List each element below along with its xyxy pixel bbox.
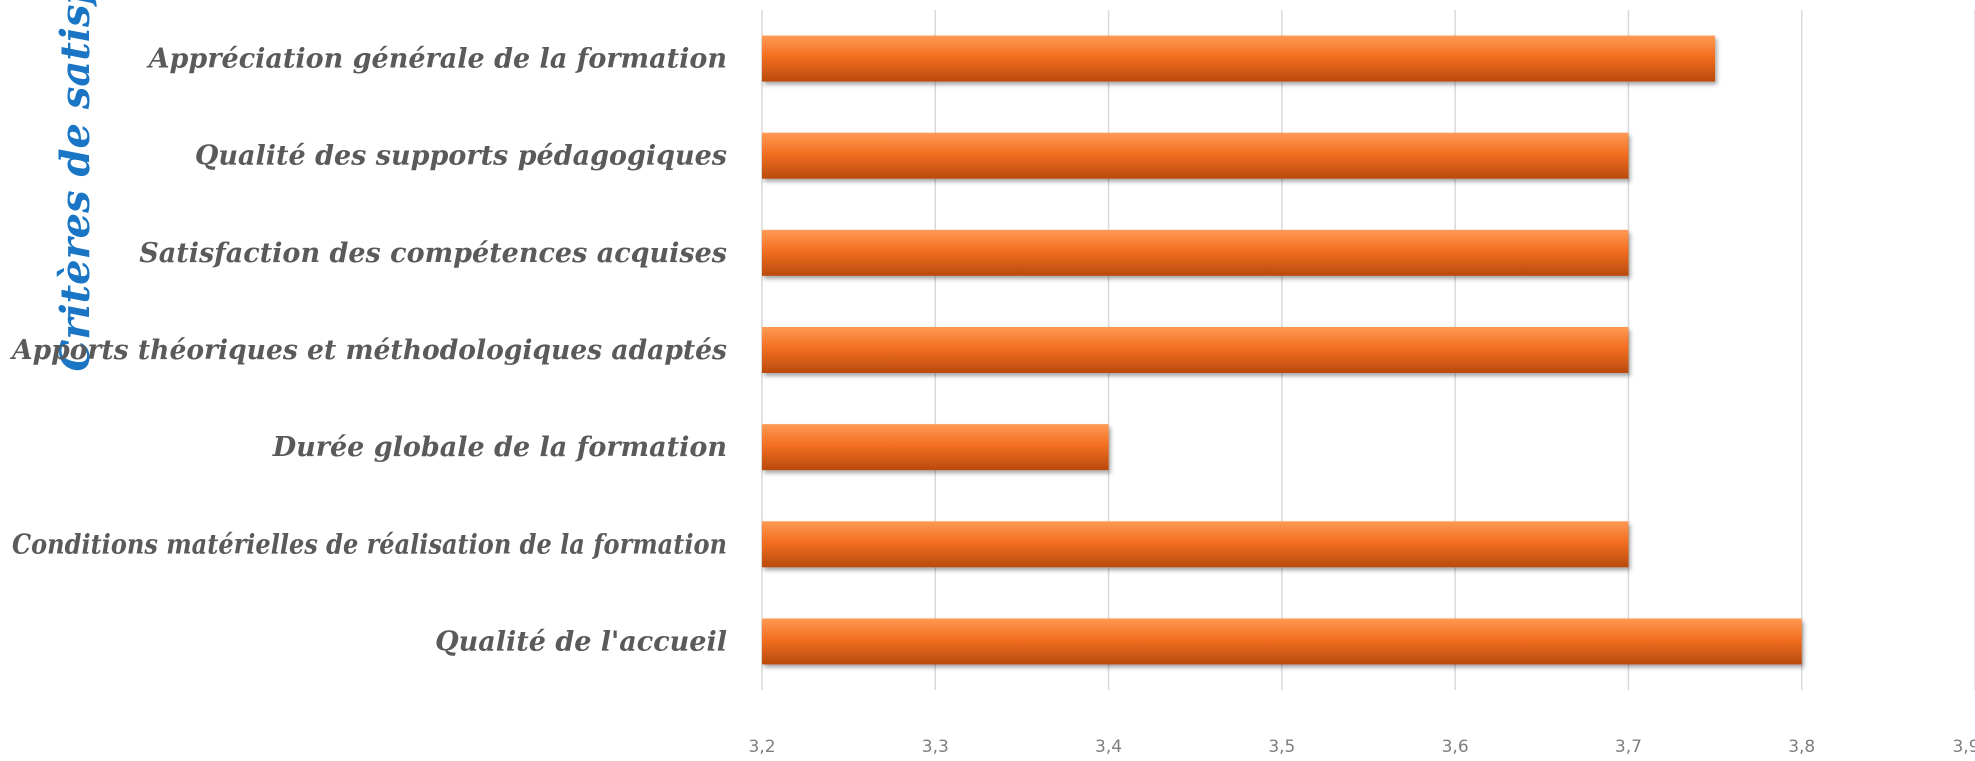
x-tick-label: 3,9	[1952, 737, 1975, 757]
category-label: Satisfaction des compétences acquises	[139, 238, 727, 269]
x-tick-label: 3,3	[922, 737, 949, 757]
bar	[762, 229, 1629, 276]
category-label: Durée globale de la formation	[272, 432, 727, 463]
category-label: Conditions matérielles de réalisation de…	[12, 529, 727, 560]
bar	[762, 618, 1802, 665]
category-label: Apports théoriques et méthodologiques ad…	[9, 335, 727, 366]
bar	[762, 35, 1716, 82]
x-tick-label: 3,5	[1268, 737, 1295, 757]
bar	[762, 132, 1629, 179]
bar	[762, 327, 1629, 373]
x-tick-label: 3,8	[1788, 737, 1815, 757]
x-tick-label: 3,7	[1615, 737, 1642, 757]
category-label: Qualité de l'accueil	[435, 626, 727, 657]
x-tick-label: 3,6	[1442, 737, 1469, 757]
category-label: Appréciation générale de la formation	[146, 44, 727, 75]
bars	[762, 35, 1802, 665]
x-tick-label: 3,2	[748, 737, 775, 757]
x-axis-ticks: 3,2 3,3 3,4 3,5 3,6 3,7 3,8 3,9	[748, 737, 1975, 757]
bar	[762, 424, 1109, 471]
category-label: Qualité des supports pédagogiques	[195, 141, 727, 172]
category-labels: Appréciation générale de la formation Qua…	[9, 44, 727, 658]
bar	[762, 521, 1629, 568]
x-tick-label: 3,4	[1095, 737, 1122, 757]
